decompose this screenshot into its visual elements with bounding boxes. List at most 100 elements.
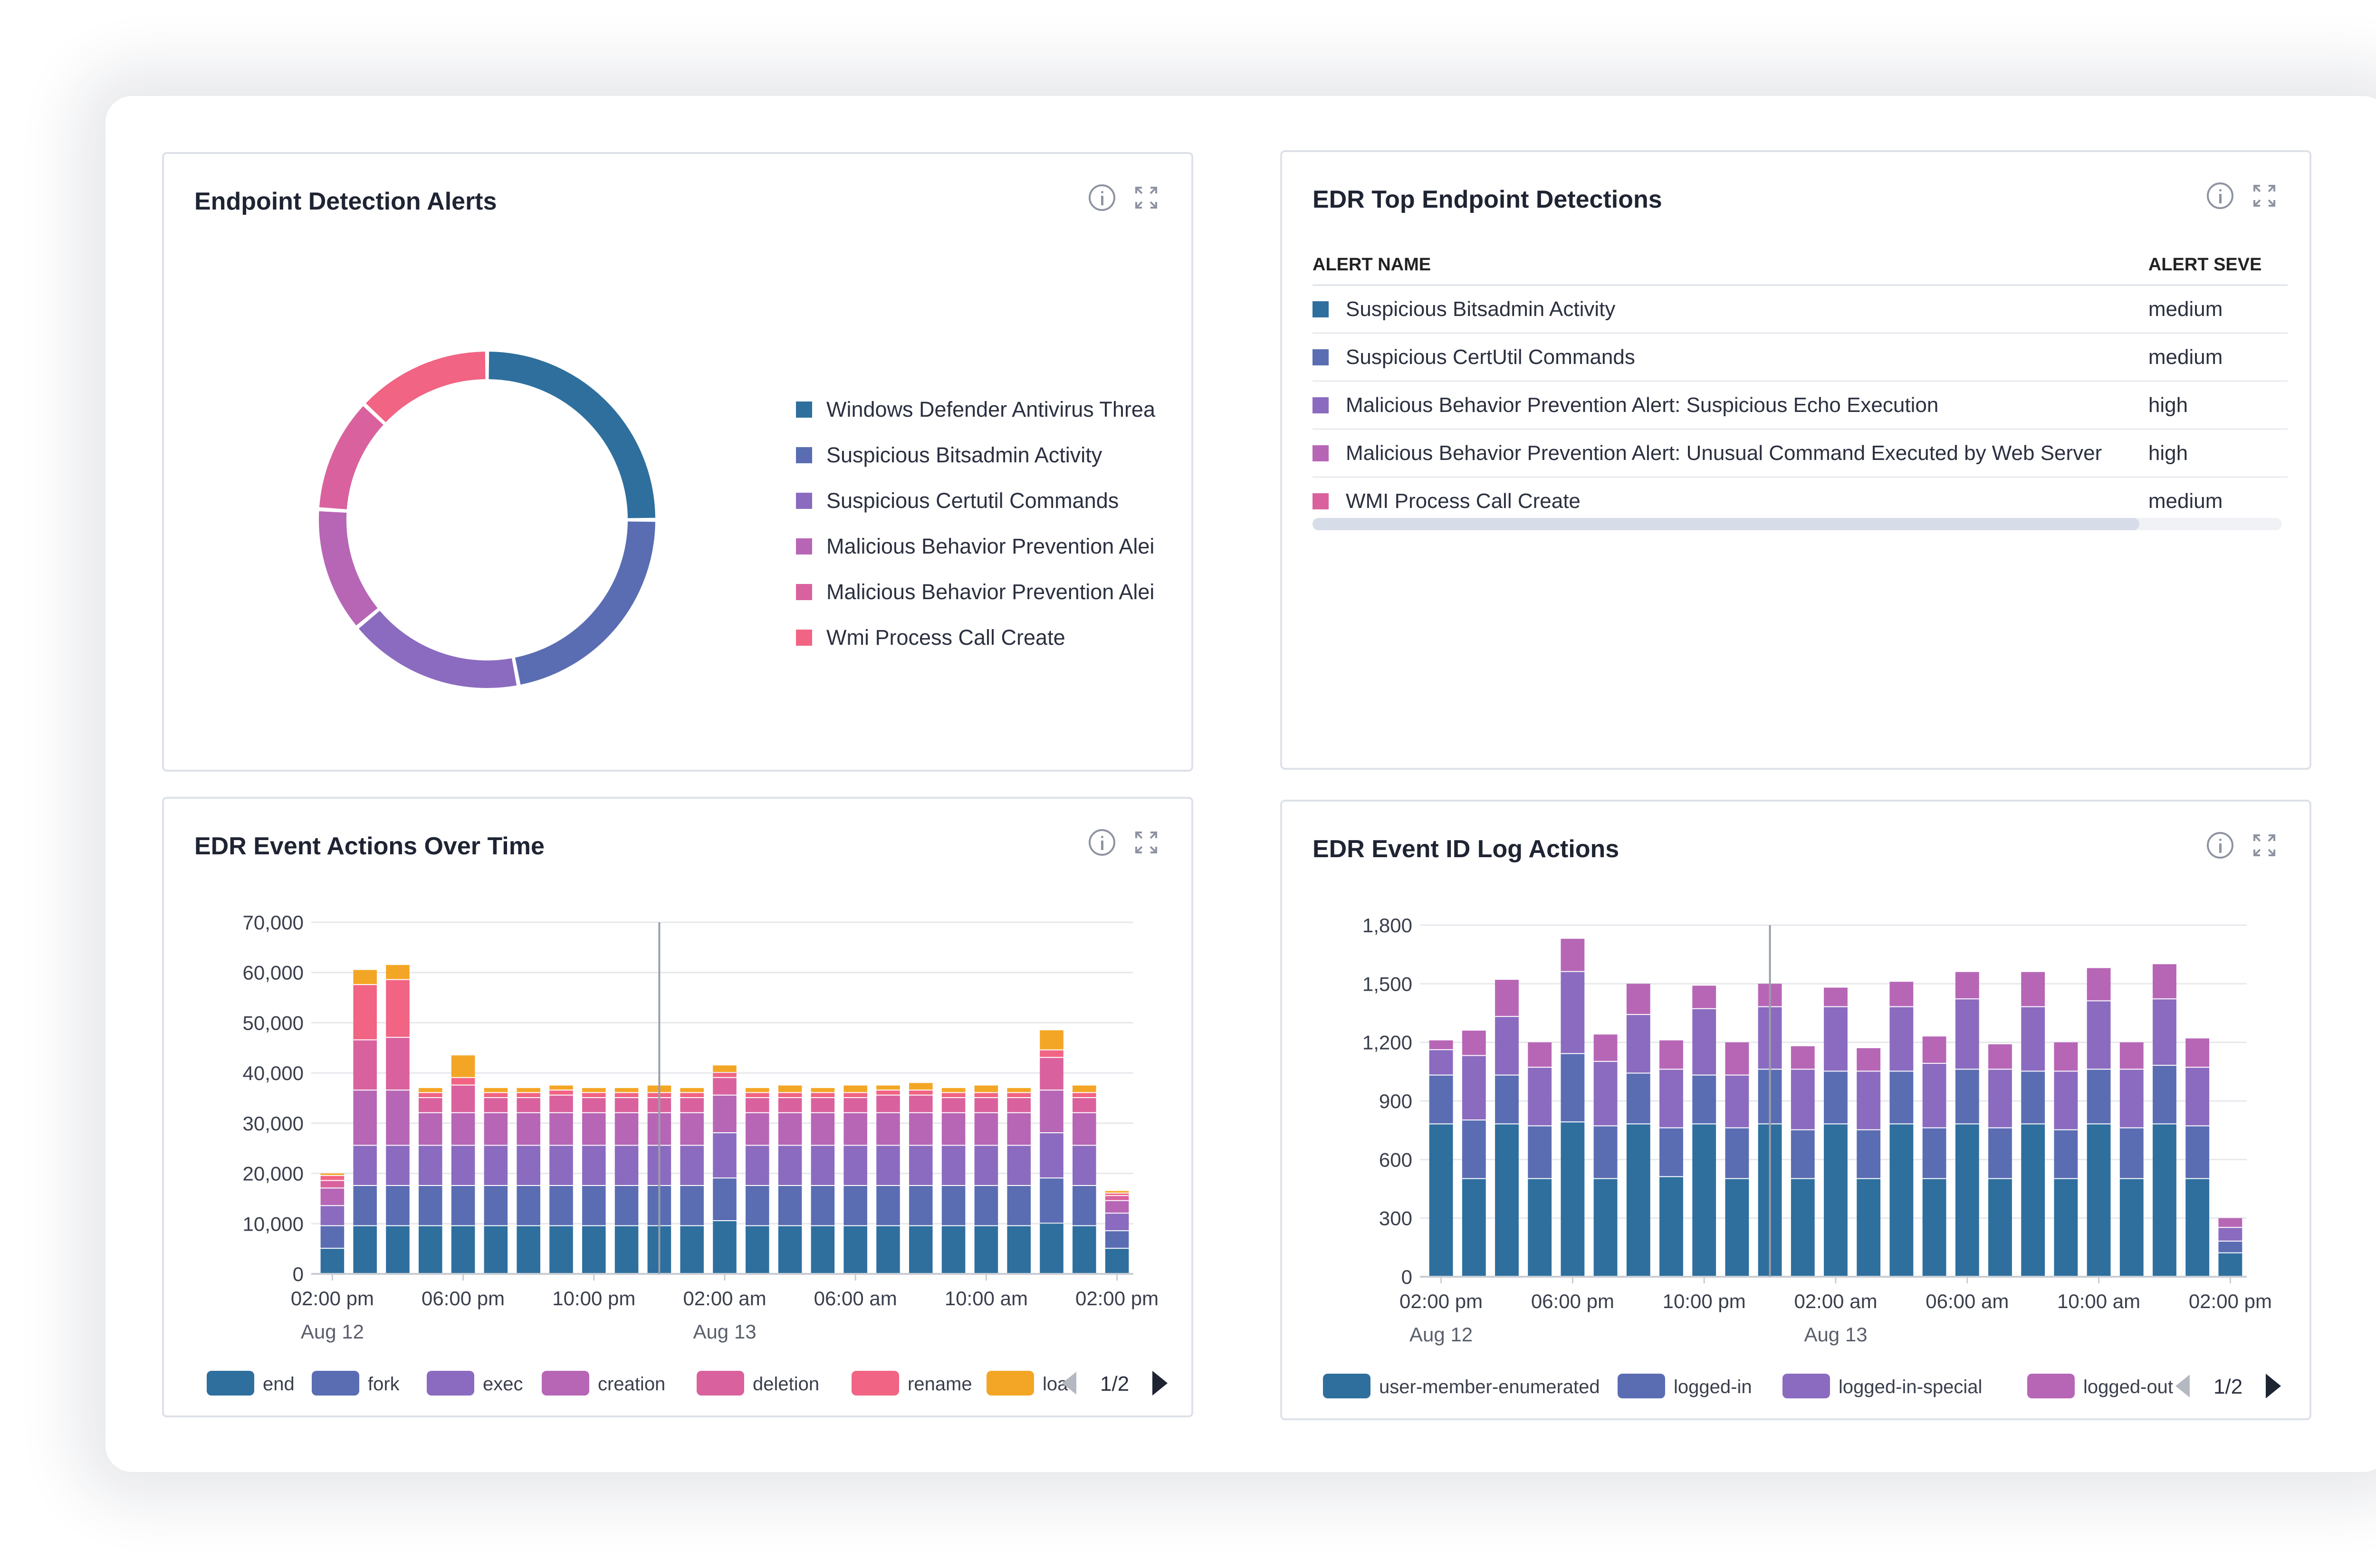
bar-segment-rename[interactable] bbox=[778, 1093, 802, 1097]
legend-item[interactable]: Suspicious Bitsadmin Activity bbox=[796, 432, 1209, 478]
legend-prev-icon[interactable] bbox=[2175, 1375, 2190, 1397]
bar-segment-user-member-enumerated[interactable] bbox=[2185, 1179, 2210, 1276]
bar-segment-user-member-enumerated[interactable] bbox=[1462, 1179, 1486, 1276]
legend-next-icon[interactable] bbox=[2266, 1374, 2281, 1398]
bar-segment-logged-out[interactable] bbox=[1725, 1042, 1749, 1075]
bar-segment-logged-in-special[interactable] bbox=[2119, 1070, 2144, 1128]
bar-segment-logged-out[interactable] bbox=[1955, 972, 1979, 999]
bar-segment-loa[interactable] bbox=[1105, 1191, 1129, 1193]
legend-swatch[interactable] bbox=[2027, 1374, 2075, 1398]
bar-segment-user-member-enumerated[interactable] bbox=[2087, 1124, 2111, 1276]
bar-segment-logged-in[interactable] bbox=[1791, 1130, 1815, 1178]
bar-segment-logged-in[interactable] bbox=[2119, 1128, 2144, 1178]
bar-segment-fork[interactable] bbox=[909, 1186, 933, 1225]
bar-segment-logged-in[interactable] bbox=[1692, 1075, 1716, 1124]
bar-segment-user-member-enumerated[interactable] bbox=[1561, 1122, 1585, 1276]
bar-segment-logged-out[interactable] bbox=[1889, 982, 1914, 1006]
bar-segment-loa[interactable] bbox=[909, 1083, 933, 1090]
bar-segment-deletion[interactable] bbox=[713, 1078, 737, 1095]
bar-segment-logged-out[interactable] bbox=[1528, 1042, 1552, 1067]
donut-slice[interactable] bbox=[319, 511, 378, 626]
donut-slice[interactable] bbox=[365, 352, 486, 423]
bar-segment-logged-in[interactable] bbox=[2021, 1071, 2045, 1124]
bar-segment-user-member-enumerated[interactable] bbox=[1922, 1179, 1946, 1276]
bar-segment-deletion[interactable] bbox=[1007, 1098, 1031, 1112]
bar-segment-exec[interactable] bbox=[419, 1146, 442, 1185]
bar-segment-end[interactable] bbox=[941, 1226, 966, 1273]
bar-segment-creation[interactable] bbox=[778, 1113, 802, 1145]
bar-segment-deletion[interactable] bbox=[941, 1098, 966, 1112]
bar-segment-rename[interactable] bbox=[517, 1093, 540, 1097]
bar-segment-rename[interactable] bbox=[1007, 1093, 1031, 1097]
bar-segment-user-member-enumerated[interactable] bbox=[1889, 1124, 1914, 1276]
bar-segment-logged-in-special[interactable] bbox=[1955, 999, 1979, 1069]
bar-segment-rename[interactable] bbox=[713, 1073, 737, 1077]
bar-segment-end[interactable] bbox=[451, 1226, 475, 1273]
bar-segment-rename[interactable] bbox=[614, 1093, 639, 1097]
bar-segment-logged-in-special[interactable] bbox=[1824, 1007, 1848, 1071]
bar-segment-logged-in[interactable] bbox=[2087, 1070, 2111, 1124]
bar-segment-rename[interactable] bbox=[484, 1093, 508, 1097]
bar-segment-exec[interactable] bbox=[974, 1146, 998, 1185]
bar-segment-user-member-enumerated[interactable] bbox=[1593, 1179, 1618, 1276]
bar-segment-loa[interactable] bbox=[1040, 1030, 1063, 1050]
bar-segment-exec[interactable] bbox=[778, 1146, 802, 1185]
legend-item[interactable]: Suspicious Certutil Commands bbox=[796, 478, 1209, 524]
bar-segment-user-member-enumerated[interactable] bbox=[1626, 1124, 1650, 1276]
bar-segment-logged-out[interactable] bbox=[1495, 980, 1519, 1016]
bar-segment-deletion[interactable] bbox=[811, 1098, 835, 1112]
bar-segment-logged-out[interactable] bbox=[1824, 987, 1848, 1006]
bar-segment-fork[interactable] bbox=[941, 1186, 966, 1225]
bar-segment-logged-in-special[interactable] bbox=[1725, 1075, 1749, 1128]
bar-segment-exec[interactable] bbox=[320, 1206, 345, 1225]
bar-segment-exec[interactable] bbox=[1105, 1214, 1129, 1231]
bar-segment-creation[interactable] bbox=[582, 1113, 606, 1145]
bar-segment-fork[interactable] bbox=[549, 1186, 573, 1225]
bar-segment-end[interactable] bbox=[1073, 1226, 1096, 1273]
bar-segment-logged-out[interactable] bbox=[1922, 1036, 1946, 1063]
bar-segment-fork[interactable] bbox=[419, 1186, 442, 1225]
bar-segment-logged-out[interactable] bbox=[1561, 938, 1585, 971]
bar-segment-deletion[interactable] bbox=[419, 1098, 442, 1112]
bar-segment-creation[interactable] bbox=[811, 1113, 835, 1145]
bar-segment-fork[interactable] bbox=[1040, 1178, 1063, 1223]
bar-segment-end[interactable] bbox=[876, 1226, 900, 1273]
bar-segment-logged-in[interactable] bbox=[1988, 1128, 2012, 1178]
expand-icon[interactable] bbox=[2252, 184, 2276, 208]
bar-segment-logged-in-special[interactable] bbox=[2087, 1001, 2111, 1069]
bar-segment-exec[interactable] bbox=[484, 1146, 508, 1185]
bar-segment-loa[interactable] bbox=[843, 1085, 867, 1092]
bar-segment-loa[interactable] bbox=[353, 970, 377, 985]
bar-segment-fork[interactable] bbox=[811, 1186, 835, 1225]
bar-segment-logged-in[interactable] bbox=[1889, 1071, 1914, 1124]
bar-segment-logged-out[interactable] bbox=[1429, 1040, 1453, 1050]
bar-segment-loa[interactable] bbox=[876, 1085, 900, 1090]
bar-segment-exec[interactable] bbox=[713, 1133, 737, 1178]
bar-segment-deletion[interactable] bbox=[843, 1098, 867, 1112]
bar-segment-user-member-enumerated[interactable] bbox=[1528, 1179, 1552, 1276]
bar-segment-fork[interactable] bbox=[1073, 1186, 1096, 1225]
bar-segment-creation[interactable] bbox=[484, 1113, 508, 1145]
legend-swatch[interactable] bbox=[427, 1371, 474, 1396]
bar-segment-deletion[interactable] bbox=[974, 1098, 998, 1112]
donut-slice[interactable] bbox=[358, 611, 517, 688]
bar-segment-creation[interactable] bbox=[549, 1113, 573, 1145]
bar-segment-loa[interactable] bbox=[1007, 1088, 1031, 1092]
legend-label[interactable]: deletion bbox=[753, 1374, 819, 1395]
bar-segment-user-member-enumerated[interactable] bbox=[1791, 1179, 1815, 1276]
scrollbar-thumb[interactable] bbox=[1313, 518, 2139, 530]
bar-segment-logged-in[interactable] bbox=[1857, 1130, 1881, 1178]
bar-segment-logged-in-special[interactable] bbox=[2153, 999, 2176, 1065]
bar-segment-fork[interactable] bbox=[713, 1178, 737, 1220]
bar-segment-deletion[interactable] bbox=[451, 1085, 475, 1112]
bar-segment-logged-in-special[interactable] bbox=[2021, 1007, 2045, 1071]
bar-segment-rename[interactable] bbox=[353, 985, 377, 1040]
bar-segment-logged-in-special[interactable] bbox=[1692, 1009, 1716, 1075]
bar-segment-creation[interactable] bbox=[1040, 1090, 1063, 1132]
bar-segment-logged-out[interactable] bbox=[2153, 964, 2176, 999]
bar-segment-user-member-enumerated[interactable] bbox=[2153, 1124, 2176, 1276]
bar-segment-logged-in[interactable] bbox=[1725, 1128, 1749, 1178]
bar-segment-creation[interactable] bbox=[680, 1113, 704, 1145]
bar-segment-loa[interactable] bbox=[1073, 1085, 1096, 1092]
bar-segment-end[interactable] bbox=[1105, 1249, 1129, 1273]
